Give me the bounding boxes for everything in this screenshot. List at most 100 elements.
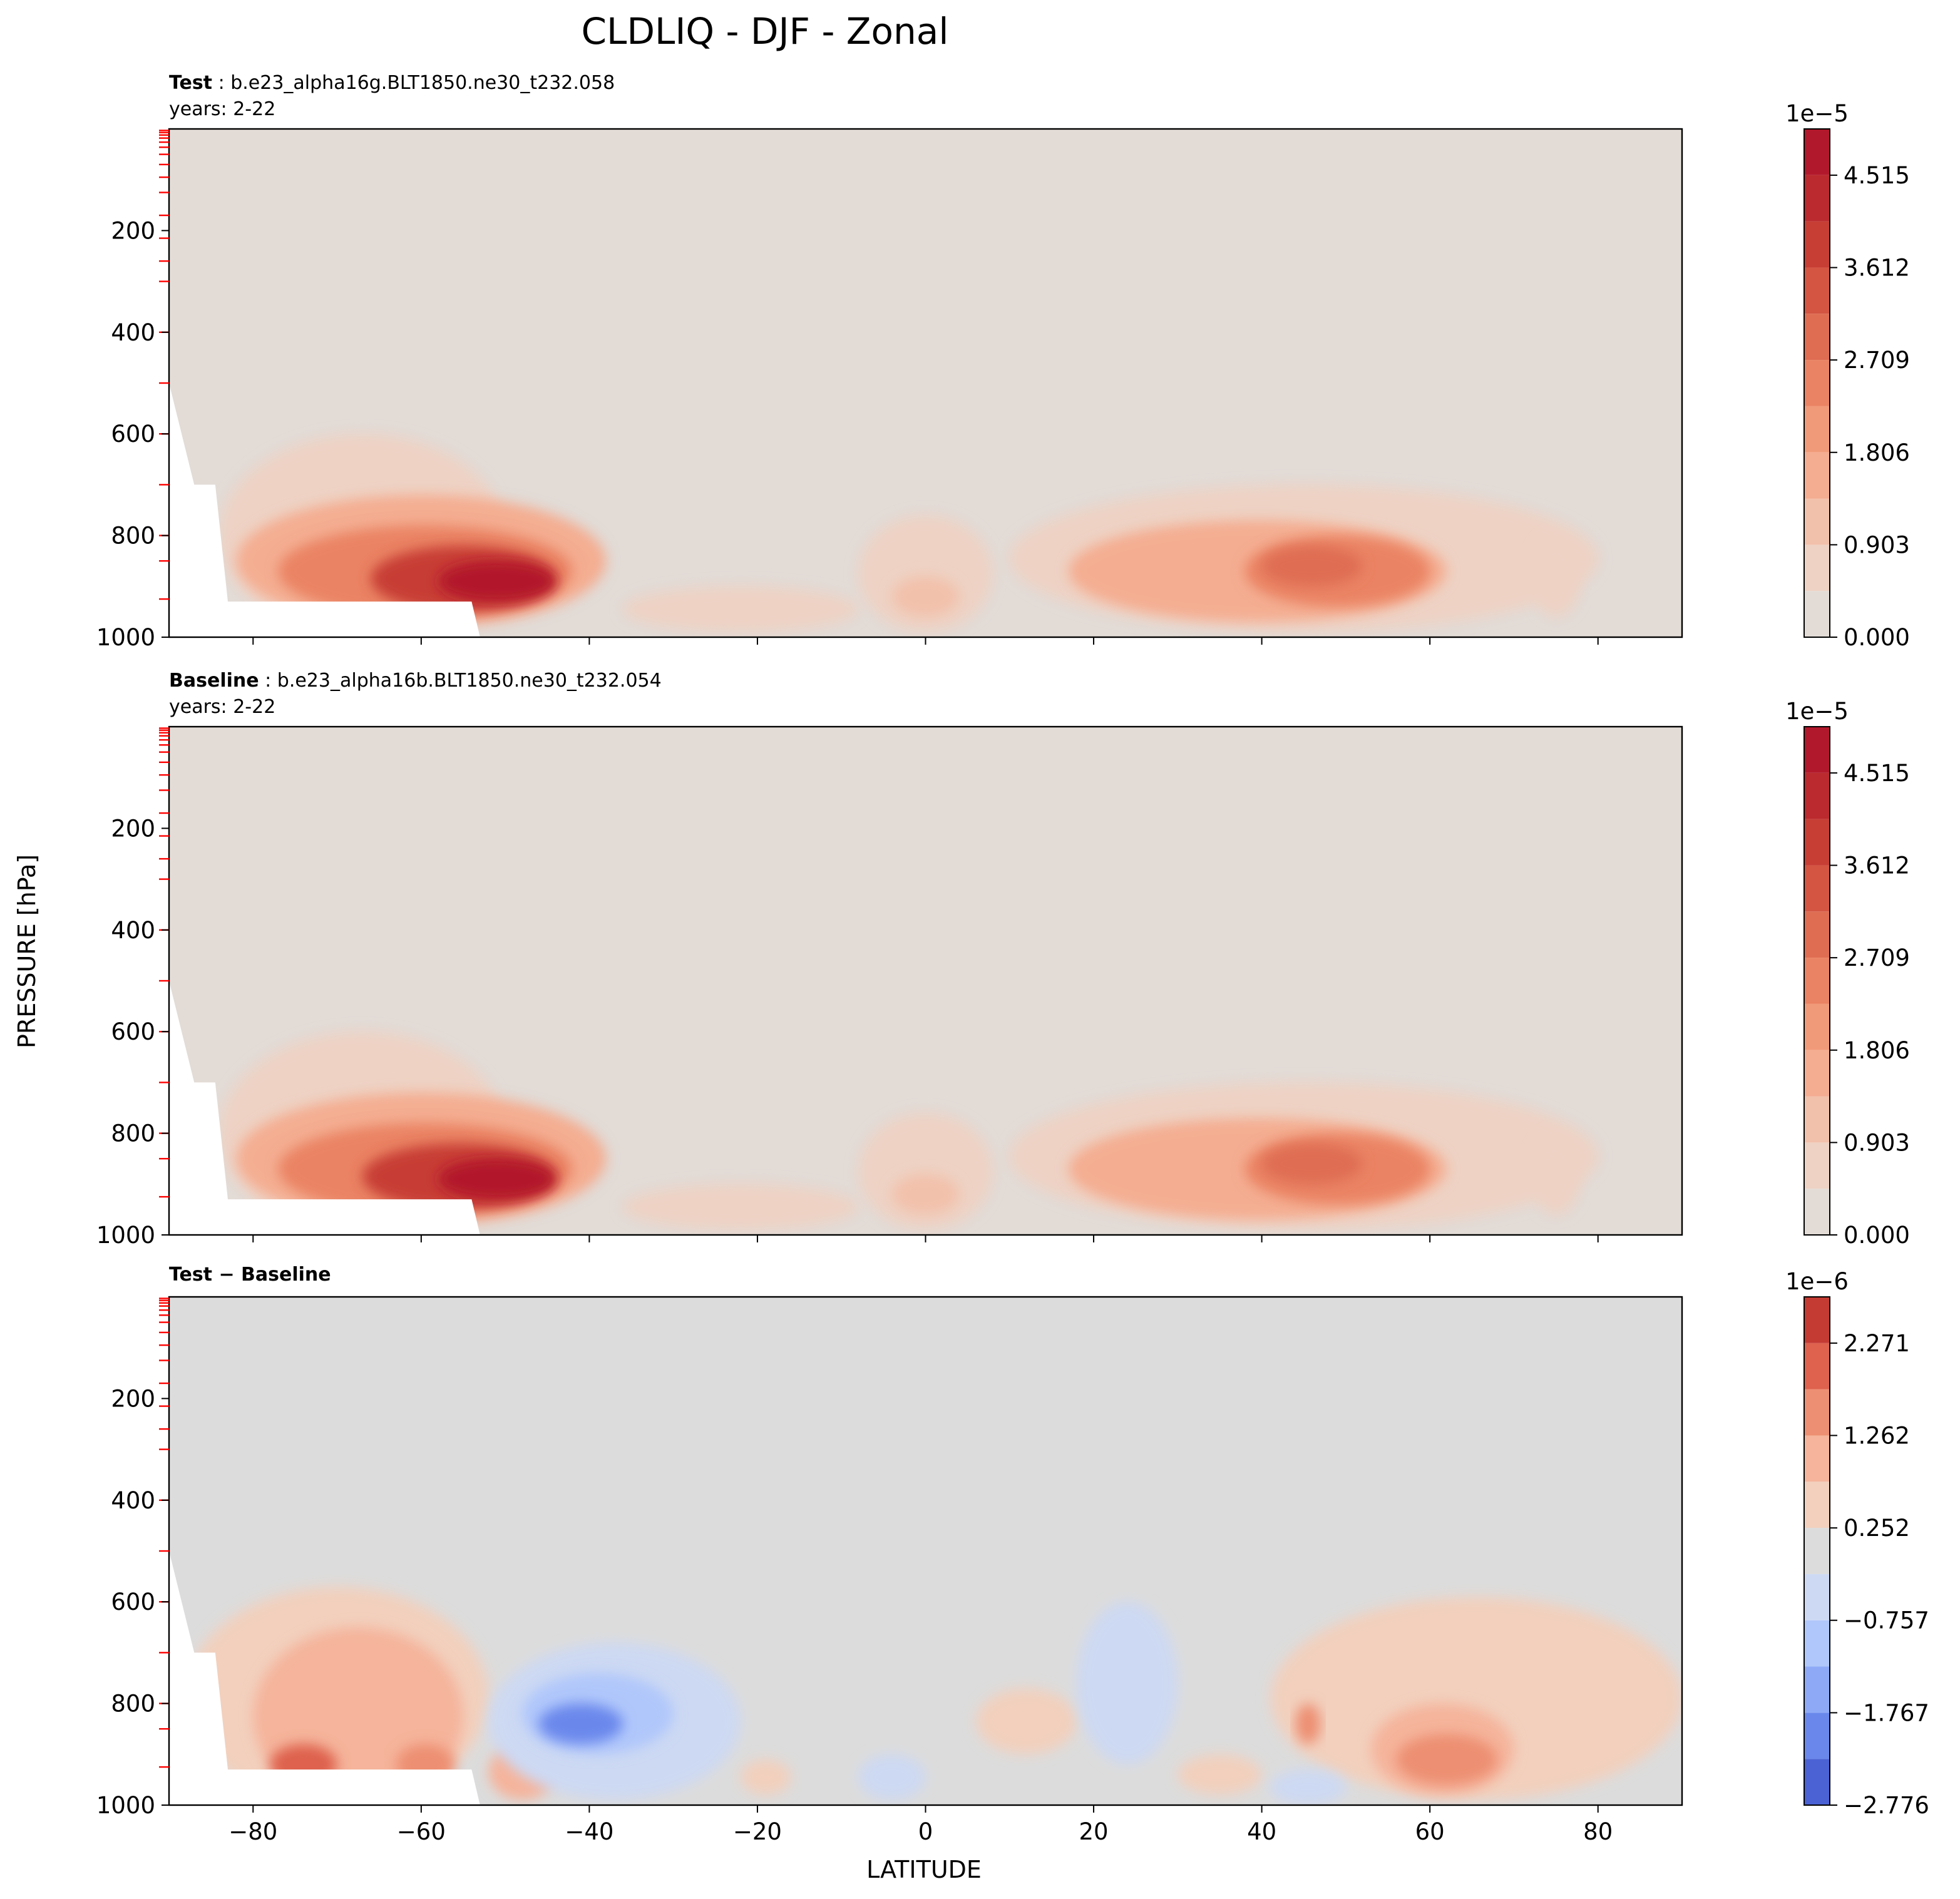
y-axis-label: PRESSURE [hPa] <box>13 854 41 1048</box>
contour-region <box>1261 545 1363 586</box>
colorbar-tick-label: 2.271 <box>1844 1330 1910 1357</box>
colorbar-exponent: 1e−6 <box>1785 1268 1849 1295</box>
contour-region <box>623 586 859 632</box>
panel-label: Test − Baseline <box>169 1264 331 1286</box>
panel-label: Test : b.e23_alpha16g.BLT1850.ne30_t232.… <box>169 72 615 94</box>
colorbar-frame <box>1804 1296 1830 1806</box>
colorbar-segment <box>1804 727 1830 773</box>
panel-test: 200 400 600 800 1000 Test : b.e23_alpha16g.BL… <box>96 72 1910 651</box>
colorbar-segment <box>1804 545 1830 591</box>
colorbar-segment <box>1804 498 1830 545</box>
colorbar-tick-label: 4.515 <box>1844 760 1910 787</box>
contour-region <box>538 1703 623 1744</box>
panel-label-bold: Baseline <box>169 670 259 692</box>
colorbar-tick-label: 0.000 <box>1844 1222 1910 1249</box>
y-tick-label: 800 <box>111 1691 155 1717</box>
colorbar-segment <box>1804 1096 1830 1143</box>
colorbar-tick-label: 1.806 <box>1844 439 1910 466</box>
contour-region <box>891 576 960 617</box>
colorbar-segment <box>1804 958 1830 1004</box>
colorbar-exponent: 1e−5 <box>1785 698 1849 725</box>
contour-field <box>169 129 1682 637</box>
x-tick-label: −60 <box>397 1818 446 1845</box>
x-tick-label: 80 <box>1583 1818 1613 1845</box>
contour-field <box>169 1297 1682 1805</box>
y-tick-label: 600 <box>111 1018 155 1045</box>
figure-title: CLDLIQ - DJF - Zonal <box>582 10 949 53</box>
colorbar-segment <box>1804 1666 1830 1713</box>
colorbar-segment <box>1804 1343 1830 1390</box>
panel-years: years: 2-22 <box>169 98 275 120</box>
x-axis-label: LATITUDE <box>866 1856 982 1883</box>
colorbar-segment <box>1804 772 1830 819</box>
colorbar-segment <box>1804 1435 1830 1482</box>
colorbar-segment <box>1804 406 1830 453</box>
contour-region <box>741 1759 791 1795</box>
y-tick-label: 400 <box>111 917 155 944</box>
y-tick-label: 200 <box>111 815 155 842</box>
contour-region <box>858 1754 926 1800</box>
y-tick-label: 600 <box>111 421 155 448</box>
panel-baseline: 200 400 600 800 1000 Baseline : b.e23_alpha16… <box>96 670 1910 1249</box>
colorbar: 0.000 0.903 1.806 2.709 3.612 4.515 1e−5 <box>1785 100 1910 651</box>
contour-region <box>1531 535 1581 617</box>
colorbar-segment <box>1804 267 1830 314</box>
contour-region <box>1295 1703 1321 1744</box>
panel-difference: 200 400 600 800 1000 −80 −60 −40 −20 0 20 40 60 80 Tes… <box>96 1264 1929 1845</box>
x-tick-label: 40 <box>1247 1818 1276 1845</box>
colorbar-segment <box>1804 1759 1830 1805</box>
panel-label-case: : b.e23_alpha16b.BLT1850.ne30_t232.054 <box>259 670 662 692</box>
contour-region <box>1077 1602 1178 1765</box>
y-tick-label: 1000 <box>96 1792 155 1819</box>
colorbar-segment <box>1804 1142 1830 1189</box>
panel-years: years: 2-22 <box>169 696 275 718</box>
colorbar-segment <box>1804 1482 1830 1528</box>
colorbar-segment <box>1804 1620 1830 1667</box>
y-tick-label: 200 <box>111 1385 155 1412</box>
x-tick-label: −40 <box>565 1818 613 1845</box>
colorbar-tick-label: 1.806 <box>1844 1037 1910 1064</box>
contour-region <box>1178 1754 1262 1795</box>
colorbar-tick-label: −2.776 <box>1844 1792 1929 1819</box>
topography-mask <box>169 383 480 637</box>
x-tick-label: −80 <box>228 1818 277 1845</box>
colorbar-segment <box>1804 911 1830 958</box>
y-tick-label: 600 <box>111 1589 155 1615</box>
colorbar-segment <box>1804 221 1830 268</box>
colorbar-segment <box>1804 1712 1830 1759</box>
topography-mask <box>169 1551 480 1805</box>
colorbar-tick-label: 2.709 <box>1844 347 1910 374</box>
y-tick-label: 800 <box>111 1120 155 1147</box>
colorbar-segment <box>1804 175 1830 222</box>
colorbar-tick-label: 3.612 <box>1844 852 1910 879</box>
contour-region <box>976 1688 1077 1754</box>
colorbar-segment <box>1804 1297 1830 1343</box>
x-tick-label: 20 <box>1079 1818 1109 1845</box>
x-tick-label: −20 <box>733 1818 782 1845</box>
colorbar-tick-label: −0.757 <box>1844 1607 1929 1634</box>
colorbar-segment <box>1804 865 1830 912</box>
y-tick-label: 200 <box>111 217 155 244</box>
colorbar-segment <box>1804 1574 1830 1620</box>
colorbar-segment <box>1804 1189 1830 1235</box>
colorbar-tick-label: 0.903 <box>1844 531 1910 558</box>
x-tick-label: 0 <box>918 1818 933 1845</box>
y-tick-label: 1000 <box>96 624 155 651</box>
y-tick-label: 400 <box>111 319 155 346</box>
colorbar-segment <box>1804 1389 1830 1436</box>
colorbar-segment <box>1804 591 1830 637</box>
contour-region <box>438 561 556 602</box>
colorbar-tick-label: 1.262 <box>1844 1422 1910 1449</box>
contour-region <box>858 1113 993 1230</box>
colorbar-tick-label: 2.709 <box>1844 944 1910 971</box>
colorbar-segment <box>1804 1050 1830 1097</box>
colorbar-tick-label: 0.903 <box>1844 1129 1910 1156</box>
x-tick-label: 60 <box>1415 1818 1445 1845</box>
topography-mask <box>169 981 480 1235</box>
panel-label-bold: Test <box>169 72 212 94</box>
colorbar-segment <box>1804 1528 1830 1574</box>
colorbar-segment <box>1804 452 1830 499</box>
contour-region <box>438 1159 556 1200</box>
colorbar-segment <box>1804 360 1830 406</box>
